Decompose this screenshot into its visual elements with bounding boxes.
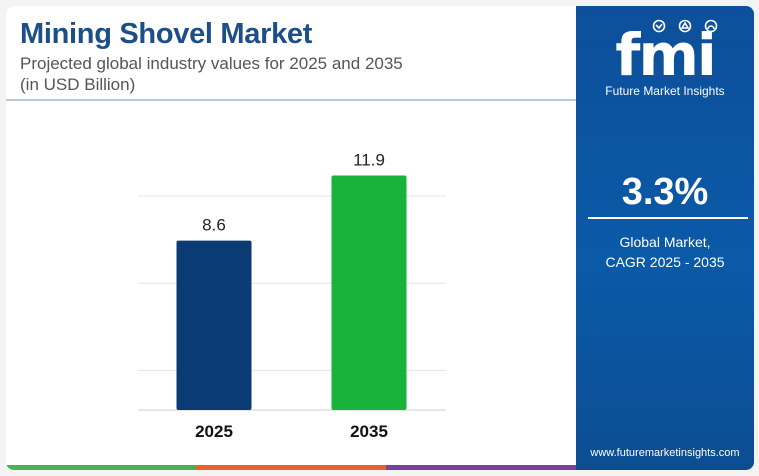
bar-2035 [331, 175, 407, 410]
website-link[interactable]: www.futuremarketinsights.com [590, 447, 740, 459]
cagr-label-line-2: CAGR 2025 - 2035 [605, 254, 725, 270]
infographic-card: Mining Shovel Market Projected global in… [6, 6, 754, 470]
x-tick-label-2025: 2025 [195, 422, 233, 441]
subtitle-line-2: (in USD Billion) [20, 75, 136, 94]
x-tick-label-2035: 2035 [350, 422, 388, 441]
fmi-logo: fmi Future Market Insights [576, 12, 754, 98]
bottom-bar-segment-green [6, 465, 196, 470]
cagr-value: 3.3% [621, 171, 709, 213]
bar-2025 [176, 240, 252, 410]
logo-graphic: fmi [615, 19, 718, 89]
page-subtitle: Projected global industry values for 202… [20, 53, 403, 95]
logo-wordmark: fmi [615, 21, 715, 82]
cagr-panel: fmi Future Market Insights 3.3% Global M… [576, 6, 754, 470]
bottom-bar-segment-orange [196, 465, 386, 470]
brand-name: Future Market Insights [605, 84, 725, 98]
cagr-label: Global Market, CAGR 2025 - 2035 [576, 232, 754, 272]
logo-people-icons [652, 19, 718, 33]
data-label-2025: 8.6 [202, 216, 226, 235]
subtitle-line-1: Projected global industry values for 202… [20, 54, 403, 73]
header-divider [6, 99, 576, 101]
data-label-2035: 11.9 [353, 151, 385, 170]
bar-chart: 8.6 2025 11.9 2035 [138, 151, 446, 441]
bottom-bar-segment-purple [386, 465, 576, 470]
panel-divider [588, 217, 748, 219]
bottom-color-bar [6, 465, 576, 470]
cagr-label-line-1: Global Market, [619, 234, 711, 250]
page-title: Mining Shovel Market [20, 18, 313, 50]
